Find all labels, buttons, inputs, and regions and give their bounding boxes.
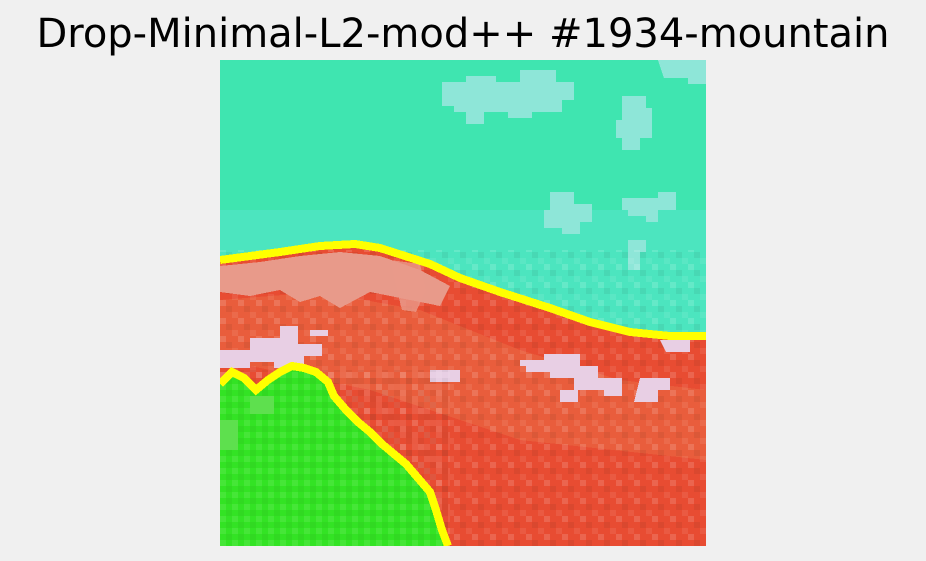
segmentation-image	[220, 60, 706, 546]
figure-title: Drop-Minimal-L2-mod++ #1934-mountain	[36, 11, 890, 57]
tree-mountain-boundary	[220, 361, 452, 546]
sky-mountain-boundary	[220, 239, 706, 340]
